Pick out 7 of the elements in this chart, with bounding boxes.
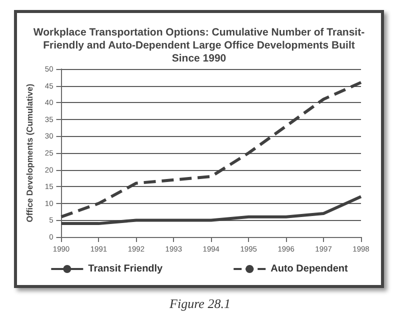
line-series [60, 80, 362, 218]
caption: Figure 28.1 [168, 296, 232, 312]
chart-title: Workplace Transportation Options: Cumulative Number of Transit- Friendly and Auto-Dependent Large Office Developments Built Since 1990 [33, 26, 366, 64]
legend-label: Transit Friendly [88, 264, 164, 274]
line-series [60, 195, 362, 226]
y-axis-title: Office Developments (Cumulative) [24, 84, 34, 222]
legend-label: Auto Dependent [270, 264, 349, 274]
